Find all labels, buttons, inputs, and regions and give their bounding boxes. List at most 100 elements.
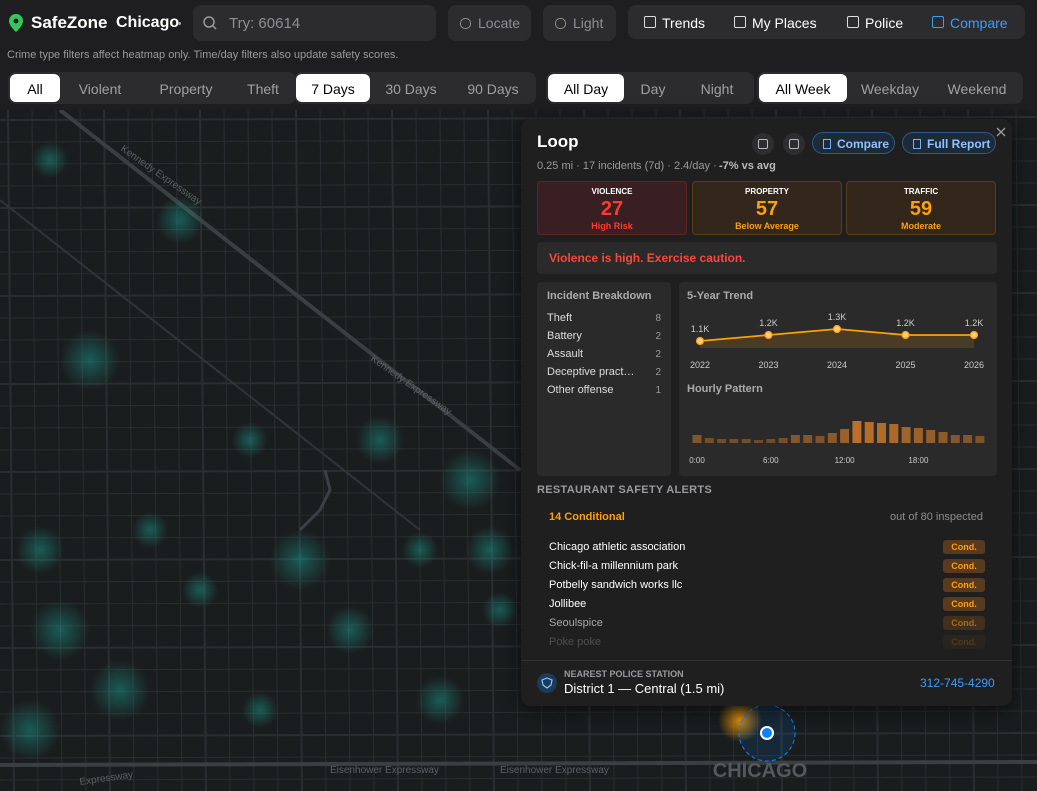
shield <box>541 677 553 689</box>
filter-label: 30 Days <box>385 81 437 97</box>
filter-group: All Violent Property Theft <box>8 72 296 104</box>
filter-label: 7 Days <box>311 81 355 97</box>
breakdown-count: 2 <box>655 367 661 378</box>
street <box>0 754 1037 759</box>
header-button[interactable]: Light <box>543 5 616 41</box>
filter-option[interactable]: Property <box>140 74 232 102</box>
hourly-bar <box>729 439 739 443</box>
stats: 0.25 mi · 17 incidents (7d) · 2.4/day · <box>537 160 717 172</box>
panel-title: Loop <box>537 132 579 151</box>
x <box>996 127 1006 137</box>
police-phone[interactable]: 312-745-4290 <box>920 676 995 690</box>
filter-option[interactable]: Violent <box>60 74 140 102</box>
icon <box>758 139 768 149</box>
heat-spot <box>402 532 438 568</box>
filter-label: All <box>27 81 43 97</box>
panel-button[interactable]: Full Report <box>902 132 996 154</box>
hot-spot <box>718 698 762 742</box>
hourly-bar <box>741 439 751 443</box>
hourly-label: 18:00 <box>908 456 929 465</box>
button-icon <box>555 18 566 29</box>
score-card: PROPERTY 57 Below Average <box>692 181 842 235</box>
expressway <box>0 760 1037 767</box>
icon-button[interactable] <box>752 133 774 155</box>
filter-label: Weekend <box>947 81 1007 97</box>
search-icon <box>203 16 217 30</box>
street <box>7 110 15 791</box>
score-label: PROPERTY <box>744 187 789 196</box>
score-level: Below Average <box>735 221 799 231</box>
filter-label: All Day <box>563 81 609 97</box>
search-box[interactable]: Try: 60614 <box>193 5 436 41</box>
alert: Violence is high. Exercise caution. <box>537 242 997 274</box>
hourly-bar <box>754 440 763 443</box>
trend-year: 2022 <box>690 360 710 370</box>
street <box>1015 110 1023 791</box>
close-button[interactable] <box>996 127 1006 137</box>
city-dot <box>178 22 181 25</box>
heat-spot <box>182 572 218 608</box>
hourly-bar <box>717 439 727 443</box>
restaurants-title: RESTAURANT SAFETY ALERTS <box>537 484 713 496</box>
restaurant-name: Potbelly sandwich works llc <box>549 579 683 591</box>
street <box>415 110 423 791</box>
filter-option[interactable]: 90 Days <box>452 74 534 102</box>
restaurant-name: Chick-fil-a millennium park <box>549 560 678 572</box>
hourly-bar <box>704 438 714 443</box>
score-label: VIOLENCE <box>591 187 633 196</box>
breakdown-name: Deceptive pract… <box>547 366 635 378</box>
trend-point <box>832 324 842 334</box>
street <box>79 110 87 791</box>
hourly-bar <box>889 424 899 443</box>
trend-title: 5-Year Trend <box>687 290 754 302</box>
filter-option[interactable]: Weekday <box>847 74 933 102</box>
hourly-bar <box>815 436 825 443</box>
restaurant-status: Cond. <box>943 616 985 630</box>
breakdown-count: 1 <box>655 385 661 396</box>
button-label: Full Report <box>927 137 991 151</box>
filter-option[interactable]: Theft <box>232 74 294 102</box>
divider <box>521 660 1012 661</box>
heat-spot <box>440 450 500 510</box>
score-level: High Risk <box>591 221 633 231</box>
hourly-label: 12:00 <box>835 456 856 465</box>
hourly-bar <box>975 436 985 443</box>
filter-option[interactable]: All <box>10 74 60 102</box>
nav-icon <box>734 16 746 28</box>
vs-avg: -7% vs avg <box>719 160 776 172</box>
icon-button[interactable] <box>783 133 805 155</box>
city-label: CHICAGO <box>713 760 807 782</box>
filter-option[interactable]: All Day <box>548 74 624 102</box>
filter-option[interactable]: Day <box>624 74 682 102</box>
restaurant-status: Cond. <box>943 635 985 649</box>
street <box>511 110 519 791</box>
heat-spot <box>132 512 168 548</box>
filter-option[interactable]: 30 Days <box>370 74 452 102</box>
street <box>0 732 1037 737</box>
hourly-label: 6:00 <box>763 456 779 465</box>
restaurant-name: Seoulspice <box>549 617 603 629</box>
filter-label: 90 Days <box>467 81 519 97</box>
search-placeholder: Try: 60614 <box>229 15 301 32</box>
filter-label: All Week <box>775 81 831 97</box>
street <box>319 110 327 791</box>
filter-option[interactable]: Night <box>682 74 752 102</box>
header-button[interactable]: Locate <box>448 5 531 41</box>
filter-label: Night <box>700 81 734 97</box>
restaurant-name: Poke poke <box>549 636 601 648</box>
score-value: 57 <box>755 198 779 220</box>
trend-point <box>901 330 910 340</box>
street <box>223 110 231 791</box>
heat-spot <box>232 422 268 458</box>
nav-icon <box>847 16 859 28</box>
filter-option[interactable]: 7 Days <box>296 74 370 102</box>
score-level: Moderate <box>900 221 941 231</box>
score-value: 59 <box>909 198 933 220</box>
heat-spot <box>32 142 68 178</box>
panel-button[interactable]: Compare <box>812 132 895 154</box>
city: Chicago <box>116 14 180 31</box>
filter-option[interactable]: Weekend <box>933 74 1021 102</box>
filter-option[interactable]: All Week <box>759 74 847 102</box>
trend-point <box>969 330 979 340</box>
trend-year: 2026 <box>964 360 984 370</box>
